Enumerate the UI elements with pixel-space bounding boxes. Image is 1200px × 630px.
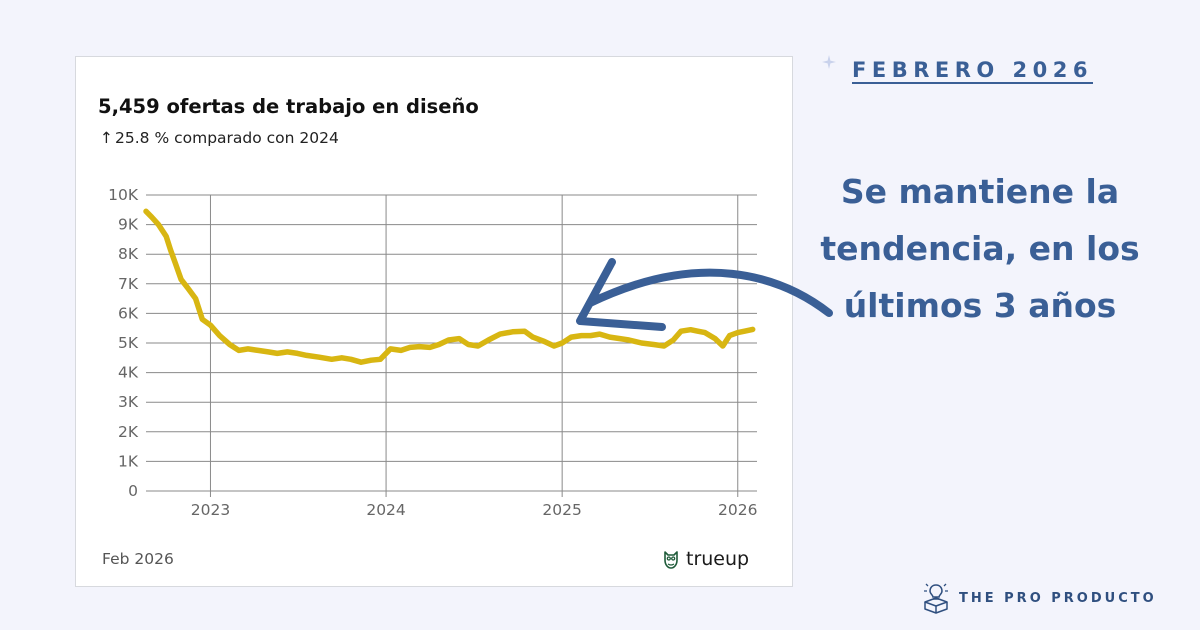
chart-footer-date: Feb 2026 bbox=[102, 550, 174, 568]
y-tick-label: 0 bbox=[128, 482, 138, 500]
x-tick-label: 2026 bbox=[718, 501, 757, 519]
y-tick-label: 4K bbox=[118, 364, 139, 382]
chart-subtitle: ↑ 25.8 % comparado con 2024 bbox=[100, 129, 339, 147]
footer-brand-name: THE PRO PRODUCTO bbox=[959, 590, 1157, 606]
y-tick-label: 7K bbox=[118, 275, 139, 293]
x-tick-label: 2025 bbox=[542, 501, 581, 519]
owl-icon bbox=[664, 551, 678, 569]
headline: Se mantiene la tendencia, en los últimos… bbox=[820, 172, 1140, 325]
series-line bbox=[143, 208, 756, 365]
line-chart: 0 1K 2K 3K 4K 5K 6K 7K 8K 9K 10K 2023 2024 2025 2026 bbox=[108, 186, 757, 519]
y-tick-label: 8K bbox=[118, 245, 139, 263]
chart-subtitle-text: 25.8 % comparado con 2024 bbox=[115, 129, 339, 147]
x-tick-label: 2024 bbox=[366, 501, 405, 519]
trueup-brand: trueup bbox=[662, 548, 749, 570]
chart-card: 0 1K 2K 3K 4K 5K 6K 7K 8K 9K 10K 2023 2024 2025 2026 … bbox=[75, 56, 793, 587]
y-tick-label: 10K bbox=[108, 186, 139, 204]
lightbulb-box-icon bbox=[924, 583, 948, 614]
footer-brand: THE PRO PRODUCTO bbox=[922, 582, 1157, 614]
y-tick-label: 3K bbox=[118, 393, 139, 411]
y-tick-label: 1K bbox=[118, 452, 139, 470]
date-label: FEBRERO 2026 bbox=[852, 58, 1093, 82]
x-tick-label: 2023 bbox=[191, 501, 230, 519]
y-tick-label: 6K bbox=[118, 304, 139, 322]
sparkle-icon bbox=[822, 55, 836, 69]
y-tick-label: 9K bbox=[118, 216, 139, 234]
brand-name: trueup bbox=[686, 548, 750, 570]
y-tick-label: 2K bbox=[118, 423, 139, 441]
chart-title: 5,459 ofertas de trabajo en diseño bbox=[98, 95, 479, 118]
y-tick-label: 5K bbox=[118, 334, 139, 352]
up-arrow-icon: ↑ bbox=[100, 129, 113, 147]
